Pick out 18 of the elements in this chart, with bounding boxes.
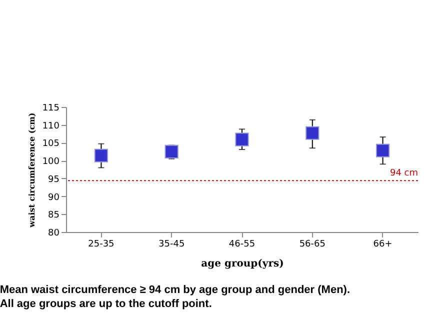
x-tick-label: 25-35 bbox=[88, 240, 114, 250]
x-tick-label: 56-65 bbox=[299, 240, 326, 250]
y-tick-label: 105 bbox=[42, 139, 60, 150]
y-tick-label: 85 bbox=[48, 210, 60, 221]
text: All age groups are up to the cutoff point. bbox=[0, 298, 212, 310]
y-tick-label: 95 bbox=[48, 174, 60, 185]
y-tick-label: 110 bbox=[42, 121, 60, 132]
y-tick-label: 115 bbox=[42, 104, 60, 114]
y-tick-label: 90 bbox=[48, 192, 60, 203]
y-axis-title: waist circumference (cm) bbox=[26, 112, 36, 228]
x-tick-label: 35-45 bbox=[158, 240, 185, 250]
y-tick-label: 100 bbox=[42, 157, 60, 168]
x-tick-label: 66+ bbox=[373, 240, 392, 250]
text: Mean waist circumference ≥ 94 cm by age group and gender (Men). bbox=[0, 284, 350, 296]
ref-line-label: 94 cm bbox=[390, 168, 418, 179]
y-tick-label: 80 bbox=[48, 228, 60, 238]
x-tick-label: 46-55 bbox=[228, 240, 256, 250]
x-axis-title: age group(yrs) bbox=[201, 258, 284, 270]
